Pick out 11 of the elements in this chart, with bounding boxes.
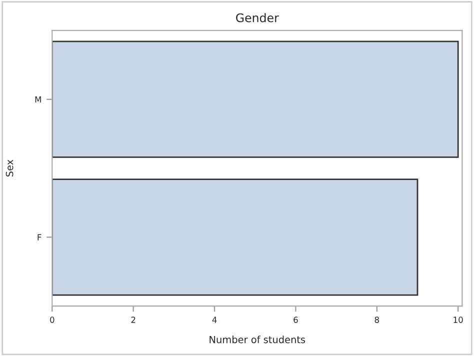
y-axis-title: Sex (6, 160, 14, 176)
x-tick-label: 10 (454, 316, 463, 323)
chart-title: Gender (236, 13, 279, 22)
y-tick-label: M (35, 96, 41, 103)
x-tick-label: 4 (212, 316, 217, 323)
x-axis-title: Number of students (210, 336, 306, 344)
x-tick-label: 0 (50, 316, 54, 323)
x-tick-label: 8 (374, 316, 379, 323)
y-tick-label: F (38, 234, 42, 240)
x-tick-label: 2 (131, 316, 136, 323)
x-tick-label: 6 (294, 316, 298, 323)
